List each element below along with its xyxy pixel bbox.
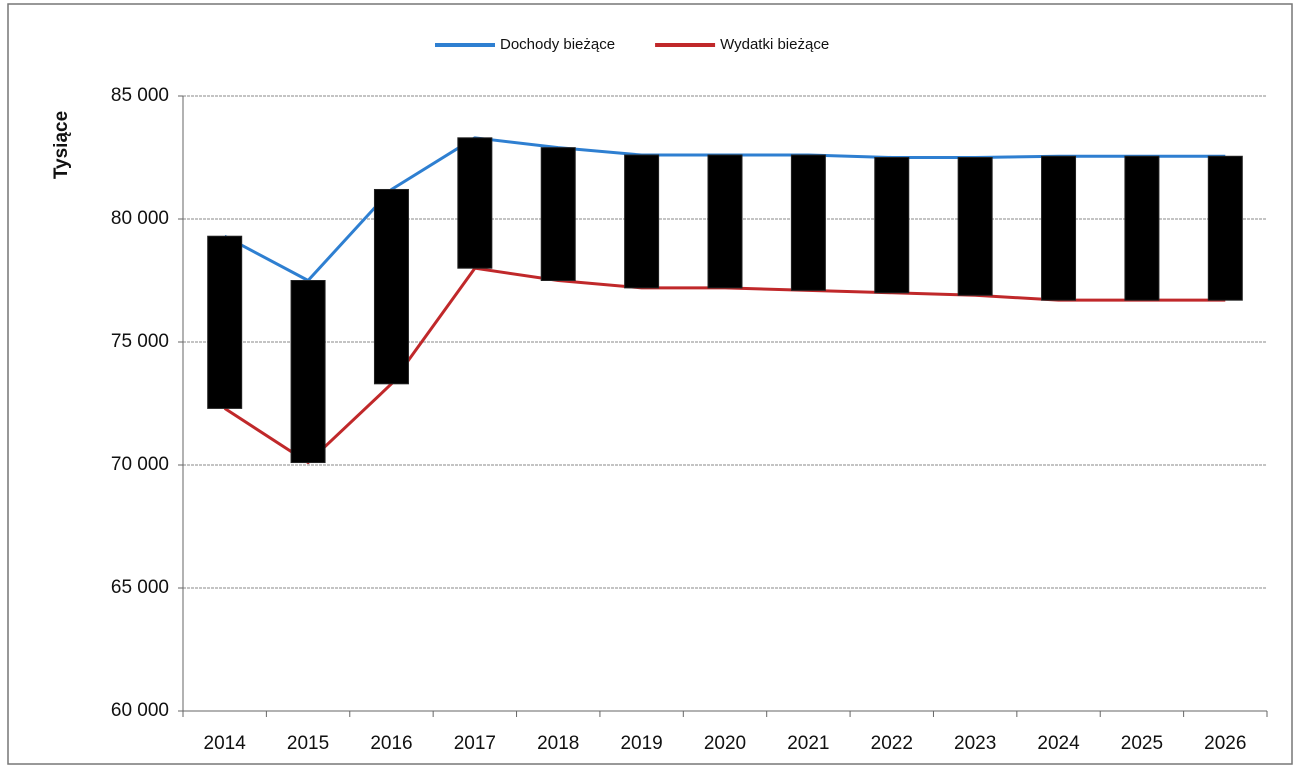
up-down-bar bbox=[373, 188, 409, 385]
x-tick-label: 2017 bbox=[454, 733, 496, 754]
y-axis-title: Tysiące bbox=[51, 111, 72, 179]
y-tick-label: 70 000 bbox=[111, 454, 169, 475]
up-down-bar bbox=[540, 147, 576, 281]
y-tick-label: 65 000 bbox=[111, 577, 169, 598]
chart-border bbox=[7, 3, 1293, 765]
x-tick-label: 2021 bbox=[787, 733, 829, 754]
legend-label: Wydatki bieżące bbox=[720, 36, 829, 53]
x-tick-label: 2026 bbox=[1204, 733, 1246, 754]
up-down-bar bbox=[874, 157, 910, 294]
x-tick-label: 2020 bbox=[704, 733, 746, 754]
up-down-bar bbox=[707, 154, 743, 289]
up-down-bar bbox=[1124, 155, 1160, 301]
up-down-bar bbox=[790, 154, 826, 291]
legend-label: Dochody bieżące bbox=[500, 36, 615, 53]
legend: Dochody bieżące Wydatki bieżące bbox=[435, 36, 829, 53]
up-down-bar bbox=[1207, 155, 1243, 301]
y-tick-label: 80 000 bbox=[111, 208, 169, 229]
x-tick-label: 2024 bbox=[1037, 733, 1080, 754]
y-tick-label: 60 000 bbox=[111, 700, 169, 721]
x-tick-label: 2022 bbox=[871, 733, 913, 754]
x-tick-label: 2019 bbox=[620, 733, 662, 754]
x-tick-label: 2023 bbox=[954, 733, 996, 754]
y-tick-label: 85 000 bbox=[111, 85, 169, 106]
y-tick-label: 75 000 bbox=[111, 331, 169, 352]
up-down-bar bbox=[290, 280, 326, 464]
x-tick-label: 2014 bbox=[204, 733, 247, 754]
up-down-bar bbox=[957, 157, 993, 296]
x-tick-label: 2016 bbox=[370, 733, 412, 754]
x-tick-label: 2015 bbox=[287, 733, 329, 754]
up-down-bar bbox=[1041, 155, 1077, 301]
up-down-bar bbox=[624, 154, 660, 289]
up-down-bar bbox=[207, 235, 243, 409]
x-tick-label: 2018 bbox=[537, 733, 579, 754]
up-down-bar bbox=[457, 137, 493, 269]
x-tick-label: 2025 bbox=[1121, 733, 1163, 754]
